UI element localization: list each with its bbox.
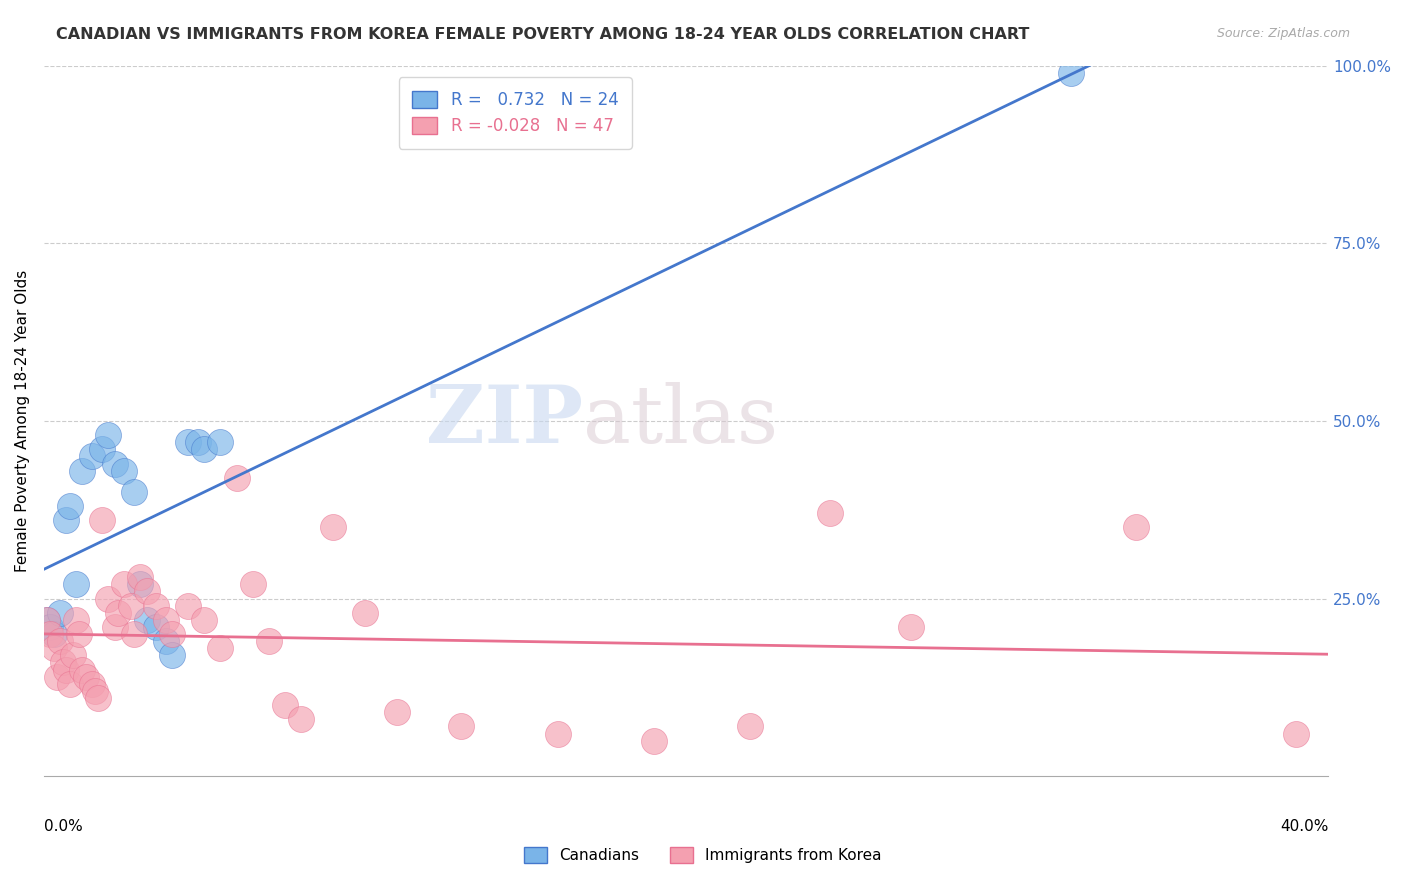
Point <box>58 499 80 513</box>
Point <box>90 442 112 457</box>
Point <box>97 591 120 606</box>
Point <box>547 726 569 740</box>
Text: 0.0%: 0.0% <box>44 819 83 834</box>
Text: atlas: atlas <box>583 382 779 460</box>
Point <box>67 627 90 641</box>
Point <box>209 435 232 450</box>
Text: Source: ZipAtlas.com: Source: ZipAtlas.com <box>1216 27 1350 40</box>
Point <box>112 464 135 478</box>
Point <box>740 719 762 733</box>
Point <box>155 613 177 627</box>
Point <box>103 620 125 634</box>
Point <box>39 620 62 634</box>
Point <box>65 577 87 591</box>
Point <box>122 627 145 641</box>
Point <box>72 464 94 478</box>
Point <box>273 698 295 713</box>
Point <box>97 428 120 442</box>
Point <box>49 634 72 648</box>
Point <box>35 613 58 627</box>
Point <box>354 606 377 620</box>
Point <box>290 712 312 726</box>
Point <box>187 435 209 450</box>
Point <box>129 577 152 591</box>
Point <box>103 457 125 471</box>
Point <box>1060 66 1083 80</box>
Point <box>135 613 157 627</box>
Legend: R =   0.732   N = 24, R = -0.028   N = 47: R = 0.732 N = 24, R = -0.028 N = 47 <box>399 78 631 149</box>
Y-axis label: Female Poverty Among 18-24 Year Olds: Female Poverty Among 18-24 Year Olds <box>15 269 30 572</box>
Point <box>90 513 112 527</box>
Legend: Canadians, Immigrants from Korea: Canadians, Immigrants from Korea <box>512 835 894 875</box>
Point <box>75 670 97 684</box>
Point <box>177 435 200 450</box>
Point <box>177 599 200 613</box>
Point <box>1125 520 1147 534</box>
Point <box>80 677 103 691</box>
Point <box>129 570 152 584</box>
Point <box>162 648 184 663</box>
Point <box>450 719 472 733</box>
Point <box>385 705 408 719</box>
Text: 40.0%: 40.0% <box>1279 819 1329 834</box>
Point <box>643 733 665 747</box>
Point <box>45 670 67 684</box>
Point <box>122 485 145 500</box>
Point <box>62 648 84 663</box>
Point <box>193 613 215 627</box>
Point <box>120 599 142 613</box>
Point <box>72 663 94 677</box>
Point <box>1285 726 1308 740</box>
Point <box>84 684 107 698</box>
Point <box>49 606 72 620</box>
Point <box>209 641 232 656</box>
Point <box>55 513 77 527</box>
Point <box>107 606 129 620</box>
Text: ZIP: ZIP <box>426 382 583 460</box>
Point <box>145 599 167 613</box>
Point <box>87 691 110 706</box>
Point <box>135 584 157 599</box>
Point <box>112 577 135 591</box>
Point <box>155 634 177 648</box>
Point <box>242 577 264 591</box>
Point <box>35 613 58 627</box>
Point <box>225 471 247 485</box>
Point <box>322 520 344 534</box>
Point <box>80 450 103 464</box>
Point <box>42 627 65 641</box>
Point <box>65 613 87 627</box>
Point <box>52 656 75 670</box>
Point <box>39 627 62 641</box>
Point <box>193 442 215 457</box>
Point <box>55 663 77 677</box>
Point <box>58 677 80 691</box>
Point <box>162 627 184 641</box>
Point <box>42 641 65 656</box>
Point <box>257 634 280 648</box>
Point <box>820 506 842 520</box>
Point <box>145 620 167 634</box>
Point <box>900 620 922 634</box>
Text: CANADIAN VS IMMIGRANTS FROM KOREA FEMALE POVERTY AMONG 18-24 YEAR OLDS CORRELATI: CANADIAN VS IMMIGRANTS FROM KOREA FEMALE… <box>56 27 1029 42</box>
